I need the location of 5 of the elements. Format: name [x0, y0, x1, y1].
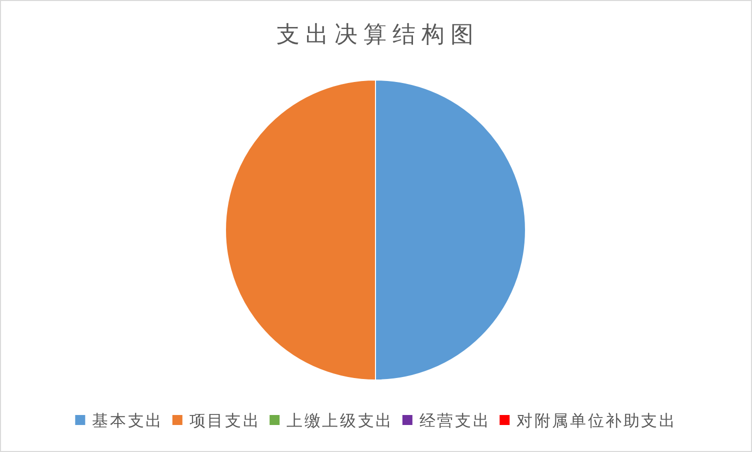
- legend-label: 经营支出: [419, 412, 491, 430]
- legend-label: 上缴上级支出: [286, 412, 394, 430]
- title: 支出决算结构图: [276, 21, 480, 47]
- legend-label: 项目支出: [189, 412, 261, 430]
- legend-label: 基本支出: [92, 412, 164, 430]
